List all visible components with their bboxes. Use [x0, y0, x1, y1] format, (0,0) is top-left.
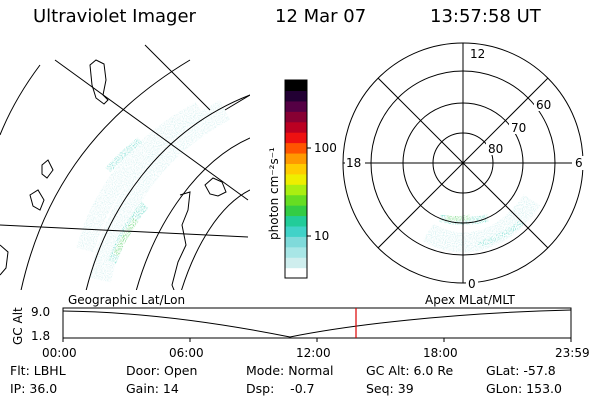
colorbar-swatch — [285, 215, 307, 227]
colorbar-swatch — [285, 152, 307, 164]
status-gc-alt: GC Alt: 6.0 Re — [366, 363, 454, 378]
colorbar-swatch — [285, 246, 307, 258]
status-ip: IP: 36.0 — [10, 381, 58, 396]
colorbar-swatch — [285, 132, 307, 144]
mlat-label-80: 80 — [488, 142, 503, 156]
colorbar-swatch — [285, 90, 307, 102]
status-dsp: Dsp: -0.7 — [246, 381, 315, 396]
time-tick-0000: 00:00 — [42, 346, 77, 360]
mlt-label-18: 18 — [346, 156, 361, 170]
time-tick-2359: 23:59 — [555, 346, 590, 360]
time-tick-1200: 12:00 — [296, 346, 331, 360]
colorbar-swatch — [285, 111, 307, 123]
colorbar-swatch — [285, 205, 307, 217]
status-door: Door: Open — [126, 363, 198, 378]
colorbar-tick-10: 10 — [314, 229, 329, 243]
mlat-label-60: 60 — [536, 98, 551, 112]
colorbar-frame — [284, 79, 308, 279]
altitude-ylabel: GC Alt — [11, 307, 25, 345]
status-mode: Mode: Normal — [246, 363, 334, 378]
altitude-plot-frame — [62, 307, 572, 339]
colorbar-swatch — [285, 257, 307, 269]
altitude-curve — [62, 309, 572, 338]
colorbar-swatch — [285, 80, 307, 92]
polar-map-label: Apex MLat/MLT — [425, 293, 515, 307]
mlt-label-12: 12 — [470, 47, 485, 61]
colorbar-swatch — [285, 100, 307, 112]
status-glat: GLat: -57.8 — [486, 363, 556, 378]
colorbar-swatch — [285, 267, 307, 279]
status-gain: Gain: 14 — [126, 381, 179, 396]
time-tick-1800: 18:00 — [423, 346, 458, 360]
colorbar-swatch — [285, 184, 307, 196]
colorbar-swatch — [285, 194, 307, 206]
colorbar-swatch — [285, 142, 307, 154]
colorbar-swatch — [285, 121, 307, 133]
colorbar-swatch — [285, 225, 307, 237]
colorbar-swatch — [285, 173, 307, 185]
status-glon: GLon: 153.0 — [486, 381, 562, 396]
observation-time: 13:57:58 UT — [430, 6, 541, 27]
time-tick-0600: 06:00 — [169, 346, 204, 360]
status-filter: Flt: LBHL — [10, 363, 66, 378]
mlt-label-0: 0 — [468, 277, 476, 291]
colorbar-tick-100: 100 — [314, 141, 337, 155]
mlat-label-70: 70 — [511, 121, 526, 135]
altitude-tick-min: 1.8 — [31, 329, 50, 343]
colorbar-swatch — [285, 163, 307, 175]
status-seq: Seq: 39 — [366, 381, 414, 396]
left-map-label: Geographic Lat/Lon — [68, 293, 185, 307]
observation-date: 12 Mar 07 — [275, 6, 367, 27]
mlt-label-6: 6 — [575, 156, 583, 170]
colorbar-swatch — [285, 236, 307, 248]
instrument-title: Ultraviolet Imager — [33, 6, 196, 27]
colorbar-swatches — [285, 80, 307, 279]
altitude-tick-max: 9.0 — [31, 305, 50, 319]
colorbar-unit-label: photon cm⁻²s⁻¹ — [267, 147, 281, 240]
